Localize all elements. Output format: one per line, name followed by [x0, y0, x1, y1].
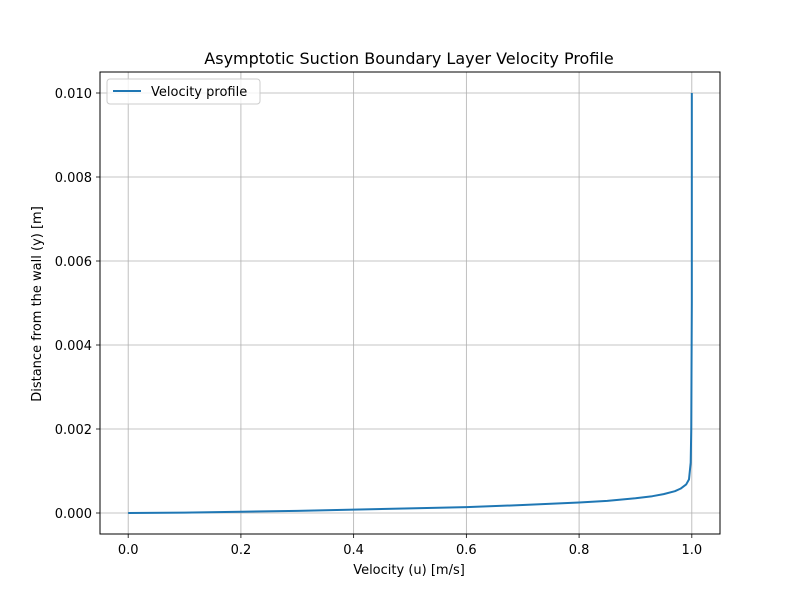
x-tick-label: 1.0 [681, 543, 702, 558]
legend-label: Velocity profile [151, 85, 247, 100]
plot-frame [99, 71, 721, 535]
x-tick-label: 0.6 [456, 543, 477, 558]
x-tick-label: 0.2 [231, 543, 252, 558]
chart-title: Asymptotic Suction Boundary Layer Veloci… [204, 49, 613, 68]
x-tick-label: 0.0 [118, 543, 139, 558]
y-axis-ticks: 0.000 0.002 0.004 0.006 0.008 0.010 [55, 87, 100, 522]
y-tick-label: 0.008 [55, 171, 92, 186]
series-layer [128, 93, 693, 514]
x-tick-label: 0.4 [343, 543, 364, 558]
x-tick-label: 0.8 [569, 543, 590, 558]
y-tick-label: 0.010 [55, 87, 92, 102]
y-tick-label: 0.000 [55, 507, 92, 522]
y-tick-label: 0.006 [55, 255, 92, 270]
y-tick-label: 0.002 [55, 423, 92, 438]
legend-box [106, 78, 261, 105]
grid [100, 72, 720, 534]
series-line-velocity-profile [128, 93, 693, 514]
x-axis-ticks: 0.0 0.2 0.4 0.6 0.8 1.0 [118, 534, 702, 558]
y-axis-title: Distance from the wall (y) [m] [30, 206, 45, 402]
legend: Velocity profile [106, 78, 261, 105]
x-axis-title: Velocity (u) [m/s] [353, 563, 465, 578]
y-tick-label: 0.004 [55, 339, 92, 354]
